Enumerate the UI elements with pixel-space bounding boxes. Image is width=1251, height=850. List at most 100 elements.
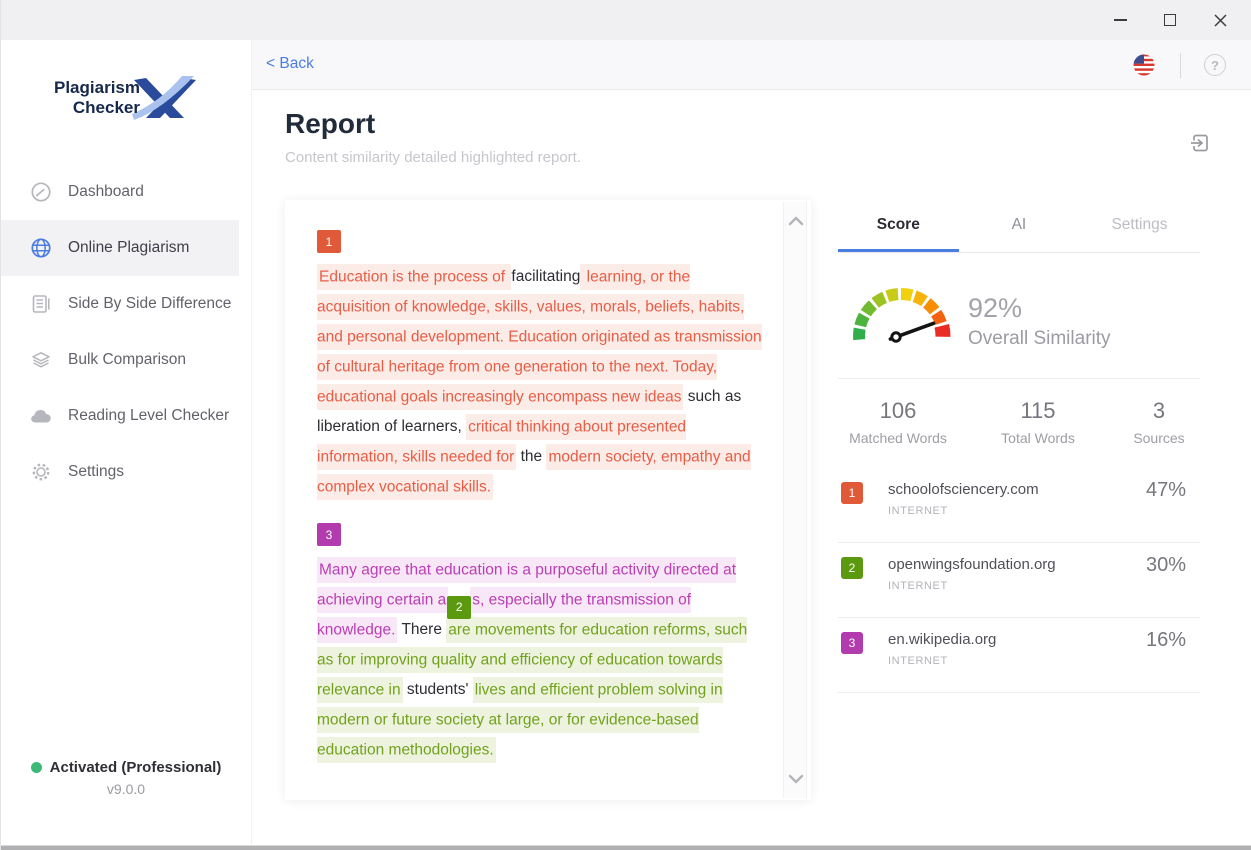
source-badge-3: 3 (841, 632, 863, 654)
similarity-gauge (853, 288, 951, 343)
report-panel: Score AI Settings 92% Overall Similarity 1… (838, 200, 1200, 710)
topnav-divider (1180, 53, 1181, 78)
scroll-up-icon[interactable] (788, 216, 804, 226)
tab-settings[interactable]: Settings (1111, 216, 1168, 233)
paragraph-text: Education is the process of facilitating… (317, 262, 765, 502)
sidebar-item-side-by-side-difference[interactable]: Side By Side Difference (1, 276, 251, 332)
scroll-down-icon[interactable] (788, 774, 804, 784)
original-text-segment: students' (402, 681, 473, 698)
paragraph-text: Many agree that education is a purposefu… (317, 555, 765, 765)
logo-text: Plagiarism Checker (54, 78, 140, 118)
tab-ai[interactable]: AI (1011, 216, 1027, 233)
original-text-segment: There (397, 621, 447, 638)
minimize-button[interactable] (1095, 0, 1145, 40)
minimize-icon (1113, 19, 1127, 21)
speedometer-icon (29, 180, 53, 204)
sidebar-item-dashboard[interactable]: Dashboard (1, 164, 251, 220)
logo-line2: Checker (72, 98, 140, 117)
stat-matched-words: 106 Matched Words (838, 398, 958, 446)
sidebar-item-online-plagiarism[interactable]: Online Plagiarism (1, 220, 239, 276)
sidebar-item-label: Reading Level Checker (68, 407, 230, 424)
source-badge-1[interactable]: 1 (317, 230, 341, 253)
source-domain[interactable]: openwingsfoundation.org (888, 556, 1056, 573)
activation-status-text: Activated (Professional) (49, 759, 222, 776)
sidebar-item-label: Dashboard (68, 183, 144, 200)
source-domain[interactable]: en.wikipedia.org (888, 631, 997, 648)
original-text-segment: facilitating (511, 268, 581, 285)
close-icon (1213, 13, 1227, 27)
app-logo: Plagiarism Checker (1, 72, 251, 124)
source-domain[interactable]: schoolofsciencery.com (888, 481, 1039, 498)
sources-list: 1 schoolofsciencery.com INTERNET 47% 2 openwi… (838, 468, 1200, 693)
gear-icon (29, 460, 53, 484)
window-titlebar (1, 0, 1251, 40)
stat-label: Total Words (1001, 430, 1075, 446)
source-row-en-wikipedia-org[interactable]: 3 en.wikipedia.org INTERNET 16% (838, 618, 1200, 693)
source-percent: 47% (1145, 479, 1186, 501)
sidebar-menu: Dashboard Online Plagiarism Side By Side D… (1, 164, 251, 500)
status-dot-icon (30, 762, 42, 773)
source-badge-2: 2 (841, 557, 863, 579)
cloud-icon (29, 404, 53, 428)
tab-score[interactable]: Score (838, 200, 959, 252)
source-type: INTERNET (888, 655, 948, 667)
stat-label: Sources (1133, 430, 1185, 446)
layers-icon (29, 348, 53, 372)
stat-sources: 3 Sources (1118, 398, 1200, 446)
sidebar-item-bulk-comparison[interactable]: Bulk Comparison (1, 332, 251, 388)
sidebar-item-label: Side By Side Difference (68, 295, 232, 312)
document-text: 1 Education is the process of facilitatin… (317, 230, 765, 786)
language-flag-icon[interactable] (1133, 54, 1155, 76)
source-type: INTERNET (888, 580, 948, 592)
stat-value: 3 (1152, 398, 1166, 423)
scrollbar[interactable] (783, 202, 807, 798)
app-version: v9.0.0 (106, 781, 146, 797)
source-percent: 30% (1145, 554, 1186, 576)
top-navbar: < Back ? (252, 40, 1251, 90)
original-text-segment: such as liberation of learners, (317, 388, 742, 435)
maximize-icon (1164, 14, 1176, 26)
stat-value: 106 (879, 398, 917, 423)
globe-icon (29, 236, 53, 260)
activation-status: Activated (Professional) (1, 759, 251, 776)
source-row-openwingsfoundation-org[interactable]: 2 openwingsfoundation.org INTERNET 30% (838, 543, 1200, 618)
source-type: INTERNET (888, 505, 948, 517)
logo-x-icon (132, 76, 196, 120)
stats-row: 106 Matched Words 115 Total Words 3 Sources (838, 398, 1200, 446)
source-badge-2[interactable]: 2 (447, 595, 472, 619)
help-icon: ? (1211, 57, 1219, 73)
sidebar-item-settings[interactable]: Settings (1, 444, 251, 500)
maximize-button[interactable] (1145, 0, 1195, 40)
source-percent: 16% (1145, 629, 1186, 651)
overall-similarity-label: Overall Similarity (968, 328, 1111, 349)
page-subtitle: Content similarity detailed highlighted … (285, 149, 581, 166)
window-controls (1095, 0, 1245, 40)
paragraph-1: 1 Education is the process of facilitatin… (317, 230, 765, 502)
source-row-schoolofsciencery-com[interactable]: 1 schoolofsciencery.com INTERNET 47% (838, 468, 1200, 543)
help-button[interactable]: ? (1204, 54, 1226, 76)
activation-block: Activated (Professional) v9.0.0 (1, 759, 251, 797)
stat-value: 115 (1020, 398, 1056, 423)
document-icon (29, 292, 53, 316)
stat-label: Matched Words (849, 430, 947, 446)
matched-text-segment[interactable]: Education is the process of (317, 263, 512, 290)
panel-divider (838, 378, 1200, 379)
sidebar-item-label: Bulk Comparison (68, 351, 187, 368)
export-report-icon[interactable] (1189, 132, 1211, 154)
report-tabs: Score AI Settings (838, 200, 1200, 253)
close-button[interactable] (1195, 0, 1245, 40)
paragraph-2: 3 Many agree that education is a purposef… (317, 523, 765, 765)
document-panel: 1 Education is the process of facilitatin… (285, 200, 811, 800)
source-badge-3[interactable]: 3 (317, 523, 341, 546)
logo-line1: Plagiarism (54, 78, 140, 97)
back-link[interactable]: < Back (266, 55, 314, 72)
sidebar-item-reading-level-checker[interactable]: Reading Level Checker (1, 388, 251, 444)
overall-similarity-value: 92% (968, 293, 1023, 323)
source-badge-1: 1 (841, 482, 863, 504)
page-title: Report (285, 108, 376, 139)
sidebar-item-label: Settings (68, 463, 125, 480)
stat-total-words: 115 Total Words (958, 398, 1118, 446)
sidebar: Plagiarism Checker Dashboard Online Plagi… (1, 40, 252, 845)
window-bottom-edge (1, 845, 1251, 850)
